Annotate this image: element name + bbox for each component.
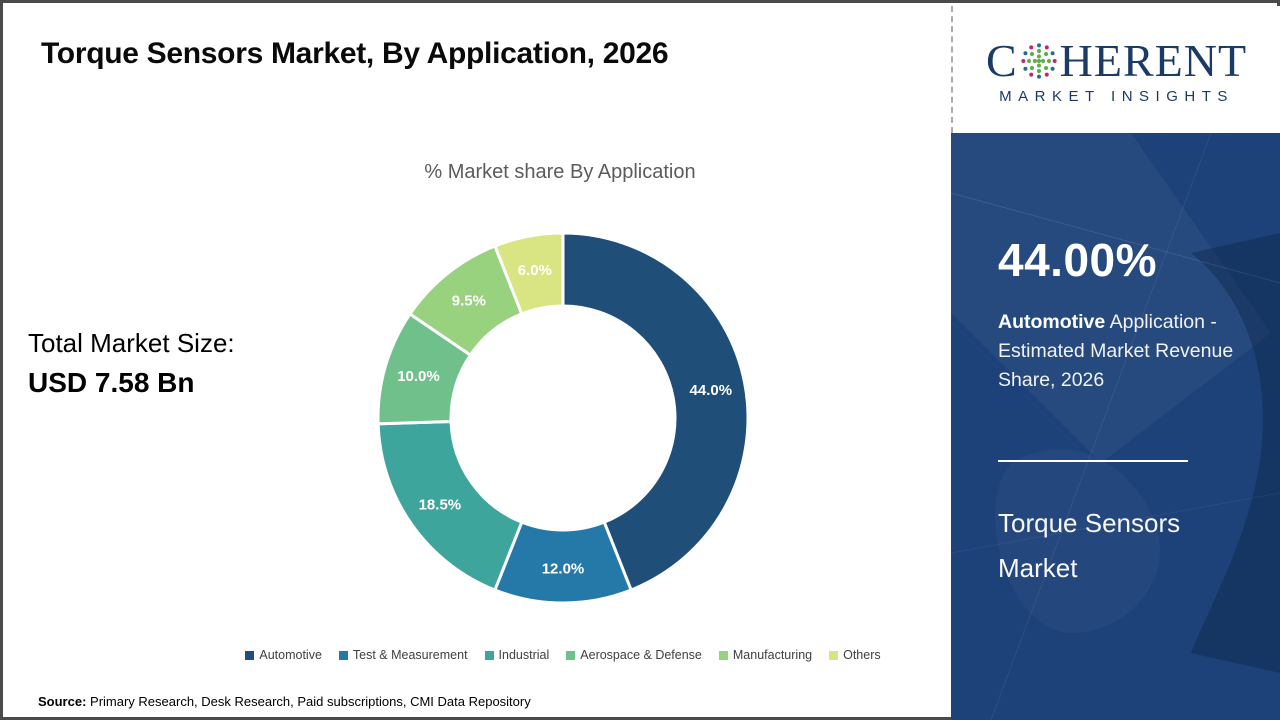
legend-marker — [245, 650, 255, 660]
donut-slice-others — [493, 231, 565, 316]
legend-marker — [484, 650, 494, 660]
legend-item-automotive: Automotive — [245, 648, 322, 662]
donut-chart: 44.0% 12.0% 18.5% 10.0% 9.5% 6.0% — [376, 231, 750, 605]
brand-subtitle: MARKET INSIGHTS — [999, 88, 1234, 105]
slice-label: 9.5% — [452, 293, 486, 310]
legend-label: Others — [843, 648, 881, 662]
highlight-description-rest: Application - Estimated Market Revenue S… — [998, 311, 1234, 391]
highlight-segment-name: Automotive — [998, 311, 1106, 333]
slice-label: 44.0% — [690, 382, 733, 399]
legend-item-manufacturing: Manufacturing — [718, 648, 813, 662]
highlight-description: Automotive Application - Estimated Marke… — [998, 308, 1256, 395]
slice-label: 18.5% — [419, 497, 462, 514]
legend-item-industrial: Industrial — [484, 648, 550, 662]
sidebar-market-title: Torque Sensors Market — [998, 508, 1181, 583]
logo-panel: C — [951, 6, 1280, 133]
legend-label: Industrial — [498, 648, 550, 662]
chart-legend: Automotive Test & Measurement Industrial Ae… — [153, 648, 973, 662]
legend-label: Test & Measurement — [352, 648, 468, 662]
total-market-label: Total Market Size: — [28, 328, 235, 358]
sidebar-panel: 44.00% Automotive Application - Estimate… — [951, 133, 1280, 720]
source-text: Primary Research, Desk Research, Paid su… — [86, 694, 531, 709]
sidebar-divider — [998, 460, 1188, 462]
slice-label: 6.0% — [518, 262, 552, 279]
legend-item-others: Others — [829, 648, 881, 662]
legend-label: Manufacturing — [732, 648, 813, 662]
legend-marker — [829, 650, 839, 660]
total-market-value: USD 7.58 Bn — [28, 367, 195, 398]
source-line: Source: Primary Research, Desk Research,… — [38, 694, 531, 709]
map-texture-decoration — [951, 133, 1280, 720]
slice-label: 12.0% — [542, 561, 585, 578]
total-market-size: Total Market Size: USD 7.58 Bn — [28, 328, 235, 399]
legend-marker — [566, 650, 576, 660]
legend-item-test-measurement: Test & Measurement — [338, 648, 468, 662]
donut-slice-automotive — [561, 231, 750, 592]
brand-letters-rest: HERENT — [1059, 35, 1248, 86]
brand-wordmark: C — [986, 38, 1247, 84]
brand-letter-c: C — [985, 35, 1018, 86]
dotted-globe-icon — [1020, 43, 1057, 79]
source-label: Source: — [38, 694, 87, 709]
legend-marker — [718, 650, 728, 660]
page-title: Torque Sensors Market, By Application, 2… — [41, 37, 669, 70]
legend-label: Aerospace & Defense — [580, 648, 702, 662]
legend-label: Automotive — [259, 648, 322, 662]
chart-title: % Market share By Application — [424, 161, 696, 183]
legend-marker — [338, 650, 348, 660]
legend-item-aerospace-defense: Aerospace & Defense — [566, 648, 702, 662]
slice-label: 10.0% — [397, 368, 440, 385]
highlight-percentage: 44.00% — [998, 234, 1158, 286]
